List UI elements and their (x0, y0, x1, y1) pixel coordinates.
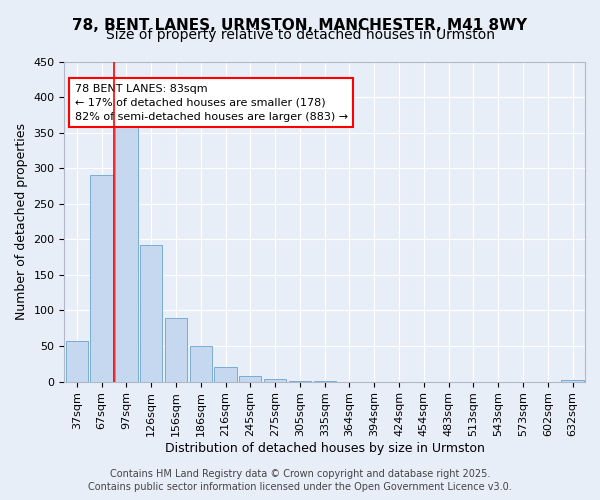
Bar (214, 368, 236, 382)
Bar (562, 380, 584, 382)
Bar (289, 381, 311, 382)
Bar (115, 126, 137, 382)
Bar (165, 318, 187, 382)
Y-axis label: Number of detached properties: Number of detached properties (15, 123, 28, 320)
Bar (140, 245, 163, 382)
Bar (314, 381, 336, 382)
Text: Size of property relative to detached houses in Urmston: Size of property relative to detached ho… (106, 28, 494, 42)
Bar (91, 176, 113, 382)
Bar (264, 379, 286, 382)
Text: 78 BENT LANES: 83sqm
← 17% of detached houses are smaller (178)
82% of semi-deta: 78 BENT LANES: 83sqm ← 17% of detached h… (75, 84, 348, 122)
Text: 78, BENT LANES, URMSTON, MANCHESTER, M41 8WY: 78, BENT LANES, URMSTON, MANCHESTER, M41… (73, 18, 527, 32)
Bar (239, 376, 262, 382)
Bar (190, 346, 212, 382)
Text: Contains HM Land Registry data © Crown copyright and database right 2025.
Contai: Contains HM Land Registry data © Crown c… (88, 470, 512, 492)
Bar (65, 341, 88, 382)
X-axis label: Distribution of detached houses by size in Urmston: Distribution of detached houses by size … (165, 442, 485, 455)
